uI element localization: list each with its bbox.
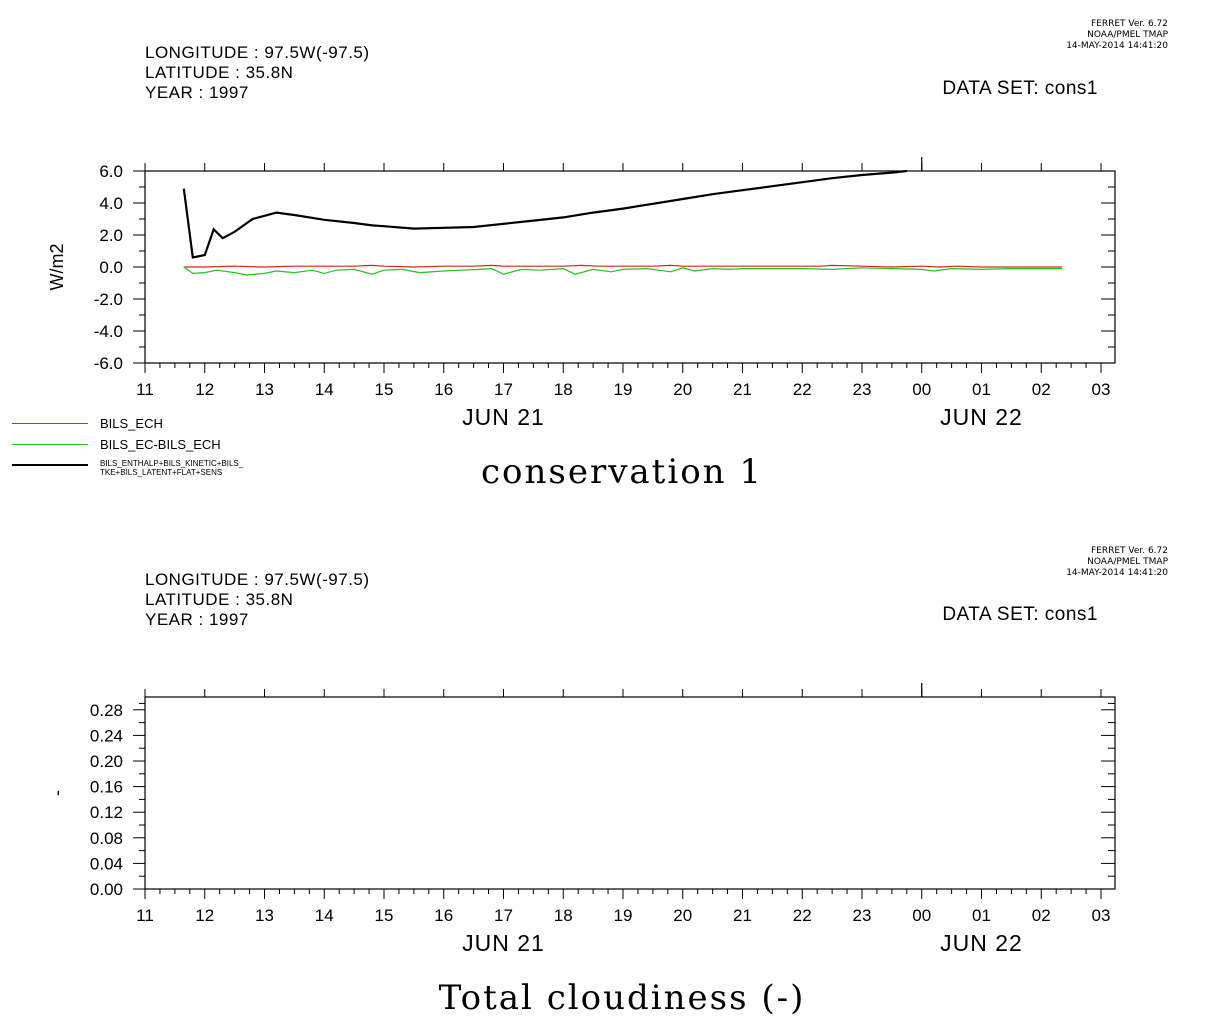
chart1-series-line-0 [183,264,1063,268]
legend-label-bils-ech: BILS_ECH [100,416,163,431]
chart1-xtick-label: 13 [255,380,274,399]
panel2-title: Total cloudiness (-) [438,978,806,1018]
chart2-xtick-label: 11 [136,906,154,925]
legend-swatch-bils-sum [12,464,88,466]
panel1-longitude: LONGITUDE : 97.5W(-97.5) [145,43,370,62]
chart1-series-line-1 [183,266,1063,276]
chart1-xtick-label: 19 [614,380,633,399]
chart2-ytick-label: 0.08 [90,829,123,848]
panel2-latitude: LATITUDE : 35.8N [145,590,294,609]
chart2-ylabel: - [47,790,67,796]
chart2-ytick-label: 0.16 [90,778,123,797]
panel2-year: YEAR : 1997 [145,610,249,629]
chart1-xtick-label: 22 [793,380,812,399]
panel1-dataset: DATA SET: cons1 [942,78,1098,99]
chart1-xtick-label: 16 [434,380,453,399]
legend-swatch-bils-ec-minus-ech [12,444,88,445]
panel2-ferret-stamp: FERRET Ver. 6.72 NOAA/PMEL TMAP 14-MAY-2… [1066,546,1168,579]
chart2-xtick-label: 20 [673,906,692,925]
chart2-xtick-label: 19 [614,906,633,925]
chart2-xtick-label: 02 [1032,906,1051,925]
chart2-xtick-label: 01 [972,906,991,925]
chart2-xtick-label: 18 [554,906,573,925]
chart1-xtick-label: 01 [972,380,991,399]
chart1-xtick-label: 15 [375,380,394,399]
legend-label-bils-sum-line1: BILS_ENTHALP+BILS_KINETIC+BILS_ [100,459,244,468]
panel1-year: YEAR : 1997 [145,83,249,102]
panel2-ferret-org: NOAA/PMEL TMAP [1087,557,1168,567]
chart1-xtick-label: 18 [554,380,573,399]
chart2-frame [144,696,1116,890]
chart1-ytick-label: -4.0 [94,322,123,341]
chart1-ytick-label: 0.0 [99,258,123,277]
panel1-ferret-org: NOAA/PMEL TMAP [1087,30,1168,40]
chart1-date-label: JUN 21 [462,404,545,430]
chart1-series-line-2 [182,169,907,259]
panel2-ferret-version: FERRET Ver. 6.72 [1090,546,1168,556]
chart2-xtick-label: 23 [853,906,872,925]
chart2-xtick-label: 21 [733,906,752,925]
chart2-ytick-label: 0.00 [90,880,123,899]
legend-label-bils-sum-line2: TKE+BILS_LATENT+FLAT+SENS [100,468,223,477]
chart1-xtick-label: 02 [1032,380,1051,399]
chart2-ytick-label: 0.24 [90,726,123,745]
chart2-xtick-label: 12 [195,906,214,925]
chart2-xtick-label: 17 [494,906,513,925]
chart2-date-label: JUN 22 [940,930,1023,956]
chart1-xtick-label: 03 [1092,380,1111,399]
chart1-ytick-label: 4.0 [99,194,123,213]
chart2-xtick-label: 16 [434,906,453,925]
chart2-xtick-label: 14 [315,906,334,925]
chart1-xtick-label: 21 [733,380,752,399]
chart1-ylabel: W/m2 [47,244,67,291]
panel1-ferret-date: 14-MAY-2014 14:41:20 [1066,41,1168,51]
chart1-xtick-label: 14 [315,380,334,399]
chart2-date-label: JUN 21 [462,930,545,956]
panel2-ferret-date: 14-MAY-2014 14:41:20 [1066,568,1168,578]
chart1-ytick-label: -6.0 [94,354,123,373]
legend-label-bils-sum: BILS_ENTHALP+BILS_KINETIC+BILS_ TKE+BILS… [100,459,243,477]
chart1-xtick-label: 20 [673,380,692,399]
chart2-ytick-label: 0.20 [90,752,123,771]
chart1-ytick-label: -2.0 [94,290,123,309]
panel1-title: conservation 1 [480,452,764,492]
panel1-header: LONGITUDE : 97.5W(-97.5) LATITUDE : 35.8… [145,43,370,103]
chart1-xtick-label: 12 [195,380,214,399]
panel1-ferret-stamp: FERRET Ver. 6.72 NOAA/PMEL TMAP 14-MAY-2… [1066,19,1168,52]
chart1-date-label: JUN 22 [940,404,1023,430]
chart2-ytick-label: 0.28 [90,701,123,720]
chart2-xtick-label: 00 [912,906,931,925]
chart1-ytick-label: 6.0 [99,162,123,181]
panel1-latitude: LATITUDE : 35.8N [145,63,294,82]
chart2-ytick-label: 0.04 [90,854,123,873]
chart1-xtick-label: 17 [494,380,513,399]
chart1-xtick-label: 11 [136,380,154,399]
legend-label-bils-ec-minus-ech: BILS_EC-BILS_ECH [100,437,221,452]
panel2-dataset: DATA SET: cons1 [942,604,1098,625]
chart2-xtick-label: 22 [793,906,812,925]
panel2-longitude: LONGITUDE : 97.5W(-97.5) [145,570,370,589]
panel2-header: LONGITUDE : 97.5W(-97.5) LATITUDE : 35.8… [145,570,370,630]
chart2-xtick-label: 03 [1092,906,1111,925]
panel1-ferret-version: FERRET Ver. 6.72 [1090,19,1168,29]
chart2-xtick-label: 15 [375,906,394,925]
legend-swatch-bils-ech [12,423,88,424]
chart1-xtick-label: 00 [912,380,931,399]
chart2-ytick-label: 0.12 [90,803,123,822]
chart1-xtick-label: 23 [853,380,872,399]
chart2-xtick-label: 13 [255,906,274,925]
chart1-ytick-label: 2.0 [99,226,123,245]
